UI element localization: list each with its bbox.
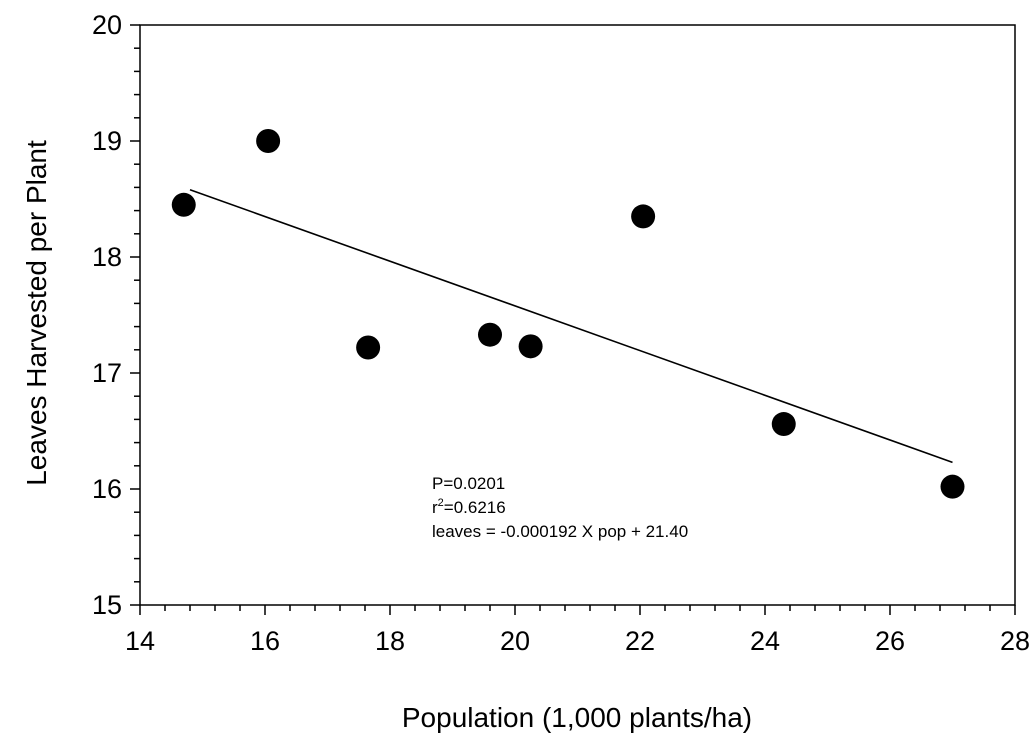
y-minor-ticks [130,24,140,606]
data-points [171,129,965,499]
data-point [478,322,502,347]
r-squared-superscript: 2 [438,497,444,509]
x-tick-label: 26 [875,626,905,656]
y-axis-title: Leaves Harvested per Plant [21,140,52,486]
data-point [171,192,196,217]
x-tick-label: 14 [125,626,155,656]
y-tick-label: 15 [92,590,122,620]
r-squared-annotation: r2=0.6216 [432,497,506,517]
data-point [518,334,543,359]
r-squared-value: =0.6216 [444,498,506,517]
x-minor-ticks [139,605,1016,615]
y-tick-label: 19 [92,126,122,156]
data-point [631,204,656,229]
x-axis-title: Population (1,000 plants/ha) [402,702,752,733]
x-tick-label: 18 [375,626,405,656]
x-tick-labels: 14 16 18 20 22 24 26 28 [125,626,1030,656]
x-tick-label: 22 [625,626,655,656]
y-tick-label: 18 [92,242,122,272]
y-tick-label: 20 [92,10,122,40]
data-point [940,474,965,499]
plot-frame [139,24,1016,606]
y-tick-label: 16 [92,474,122,504]
y-tick-labels: 15 16 17 18 19 20 [92,10,122,620]
data-point [356,335,381,360]
x-tick-label: 20 [500,626,530,656]
regression-line [189,188,953,464]
y-tick-label: 17 [92,358,122,388]
x-tick-label: 28 [1000,626,1030,656]
data-point [771,412,796,437]
regression-equation: leaves = -0.000192 X pop + 21.40 [432,522,688,541]
x-tick-label: 16 [250,626,280,656]
x-tick-label: 24 [750,626,780,656]
data-point [256,129,281,153]
r-squared-prefix: r [432,498,438,517]
p-value-annotation: P=0.0201 [432,474,505,493]
